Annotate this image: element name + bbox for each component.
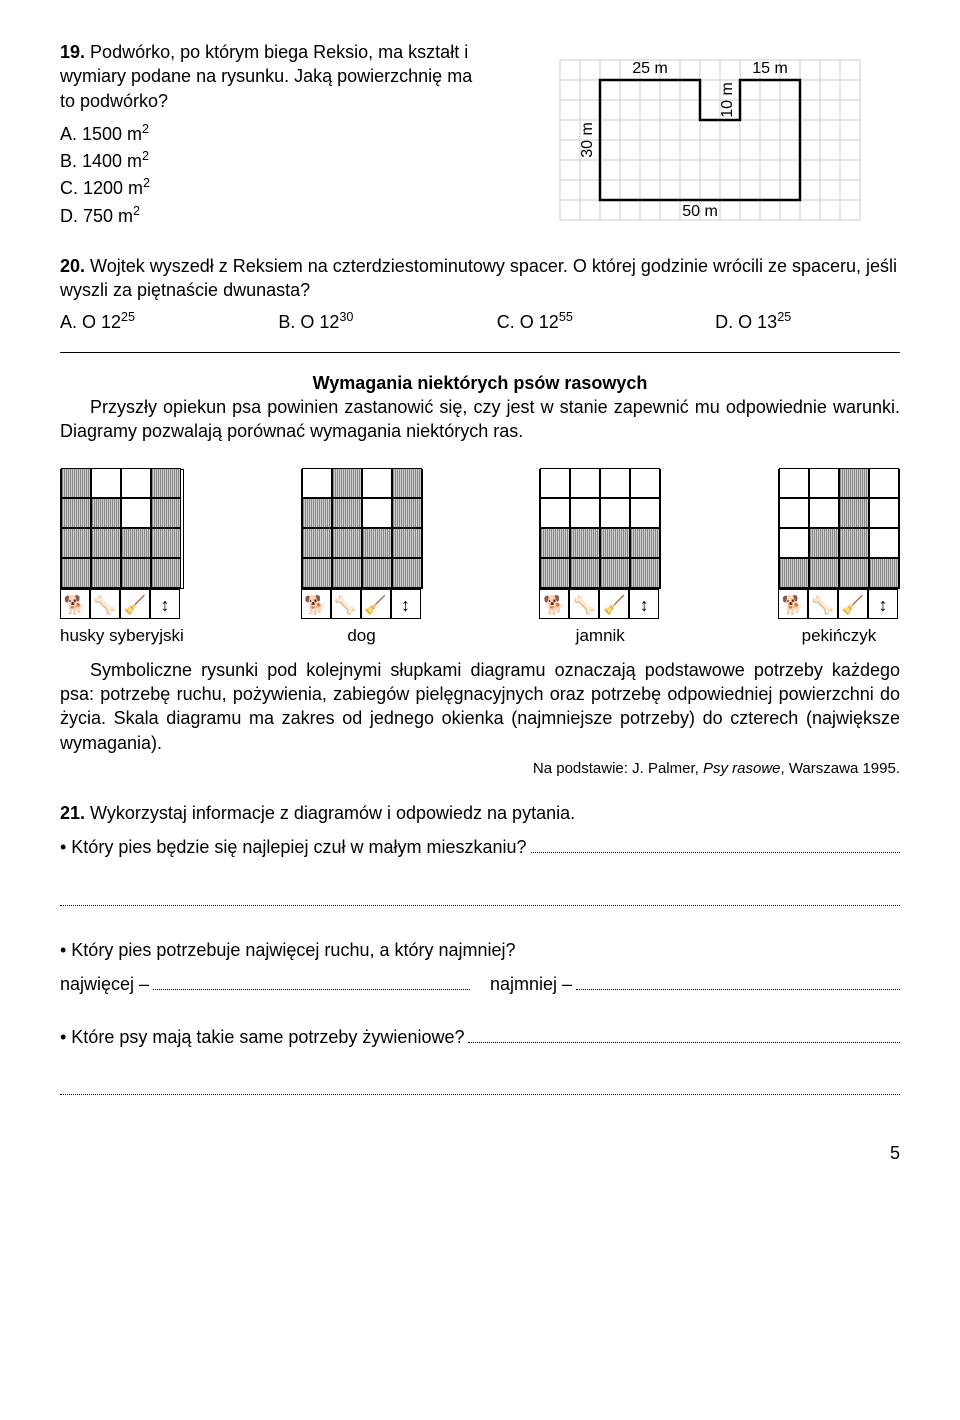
answer-blank[interactable] — [60, 888, 900, 906]
chart-label: dog — [301, 625, 423, 648]
charts-row: 🐕🦴🧹↕husky syberyjski🐕🦴🧹↕dog🐕🦴🧹↕jamnik🐕🦴🧹… — [60, 469, 900, 648]
q20-answers: A. O 1225 B. O 1230 C. O 1255 D. O 1325 — [60, 309, 900, 334]
label-30m: 30 m — [579, 122, 596, 158]
chart-icon: ↕ — [391, 589, 421, 619]
label-10m: 10 m — [719, 82, 736, 118]
q21-b2-blanks: najwięcej – najmniej – — [60, 972, 900, 996]
answer-blank[interactable] — [468, 1025, 900, 1043]
q21-prompt: 21. Wykorzystaj informacje z diagramów i… — [60, 801, 900, 825]
q20-text: Wojtek wyszedł z Reksiem na czterdziesto… — [60, 256, 897, 300]
chart-icon: 🧹 — [361, 589, 391, 619]
q20-answer-b: B. O 1230 — [278, 309, 463, 334]
chart-label: husky syberyjski — [60, 625, 184, 648]
divider — [60, 352, 900, 353]
q19-prompt: 19. Podwórko, po którym biega Reksio, ma… — [60, 40, 490, 113]
chart-label: pekińczyk — [778, 625, 900, 648]
chart-icon: 🐕 — [60, 589, 90, 619]
answer-blank[interactable] — [576, 972, 900, 990]
chart-icon: 🦴 — [331, 589, 361, 619]
yard-diagram: 25 m 15 m 10 m 30 m 50 m — [520, 40, 880, 240]
label-25m: 25 m — [632, 60, 668, 77]
chart-grid — [301, 469, 423, 589]
q19-answer-a: A. 1500 m2 — [60, 121, 490, 146]
q20-answer-d: D. O 1325 — [715, 309, 900, 334]
page-number: 5 — [60, 1141, 900, 1165]
passage-p2: Symboliczne rysunki pod kolejnymi słupka… — [60, 658, 900, 755]
q19-row: 19. Podwórko, po którym biega Reksio, ma… — [60, 40, 900, 240]
label-15m: 15 m — [752, 60, 788, 77]
passage-source: Na podstawie: J. Palmer, Psy rasowe, War… — [60, 759, 900, 779]
chart-icon: 🐕 — [301, 589, 331, 619]
q21-b2: • Który pies potrzebuje najwięcej ruchu,… — [60, 938, 900, 962]
chart-icon: 🦴 — [569, 589, 599, 619]
q21-b1-line2 — [60, 888, 900, 912]
answer-blank[interactable] — [153, 972, 470, 990]
chart-icon: 🦴 — [90, 589, 120, 619]
q19-text-col: 19. Podwórko, po którym biega Reksio, ma… — [60, 40, 490, 240]
chart-icon: 🐕 — [778, 589, 808, 619]
chart-grid — [539, 469, 661, 589]
chart-dog: 🐕🦴🧹↕ dog — [301, 469, 423, 648]
q21-b1: • Który pies będzie się najlepiej czuł w… — [60, 835, 900, 859]
chart-icon: ↕ — [629, 589, 659, 619]
q20-number: 20. — [60, 256, 85, 276]
label-50m: 50 m — [682, 203, 718, 220]
chart-grid — [778, 469, 900, 589]
chart-icon: ↕ — [150, 589, 180, 619]
q20-prompt: 20. Wojtek wyszedł z Reksiem na czterdzi… — [60, 254, 900, 303]
q21-text: Wykorzystaj informacje z diagramów i odp… — [90, 803, 575, 823]
chart-label: jamnik — [539, 625, 661, 648]
chart-icon: 🧹 — [120, 589, 150, 619]
chart-icon: 🧹 — [599, 589, 629, 619]
q19-answer-c: C. 1200 m2 — [60, 175, 490, 200]
q19-answer-d: D. 750 m2 — [60, 203, 490, 228]
q19-text: Podwórko, po którym biega Reksio, ma ksz… — [60, 42, 472, 111]
q20-answer-a: A. O 1225 — [60, 309, 245, 334]
answer-blank[interactable] — [60, 1077, 900, 1095]
chart-pekińczyk: 🐕🦴🧹↕ pekińczyk — [778, 469, 900, 648]
q21: 21. Wykorzystaj informacje z diagramów i… — [60, 801, 900, 1101]
chart-husky-syberyjski: 🐕🦴🧹↕ husky syberyjski — [60, 469, 184, 648]
q20: 20. Wojtek wyszedł z Reksiem na czterdzi… — [60, 254, 900, 334]
q21-b3-line2 — [60, 1077, 900, 1101]
q20-answer-c: C. O 1255 — [497, 309, 682, 334]
q19-answer-b: B. 1400 m2 — [60, 148, 490, 173]
chart-icon: ↕ — [868, 589, 898, 619]
passage-title: Wymagania niektórych psów rasowych — [60, 371, 900, 395]
passage: Wymagania niektórych psów rasowych Przys… — [60, 371, 900, 779]
passage-p1: Przyszły opiekun psa powinien zastanowić… — [60, 395, 900, 444]
chart-icon: 🐕 — [539, 589, 569, 619]
chart-jamnik: 🐕🦴🧹↕ jamnik — [539, 469, 661, 648]
q21-b3: • Które psy mają takie same potrzeby żyw… — [60, 1025, 900, 1049]
chart-grid — [60, 469, 184, 589]
chart-icon: 🧹 — [838, 589, 868, 619]
answer-blank[interactable] — [531, 835, 901, 853]
chart-icon: 🦴 — [808, 589, 838, 619]
q21-number: 21. — [60, 803, 85, 823]
q19-figure: 25 m 15 m 10 m 30 m 50 m — [520, 40, 880, 240]
q19-number: 19. — [60, 42, 85, 62]
q19-answers: A. 1500 m2 B. 1400 m2 C. 1200 m2 D. 750 … — [60, 121, 490, 228]
